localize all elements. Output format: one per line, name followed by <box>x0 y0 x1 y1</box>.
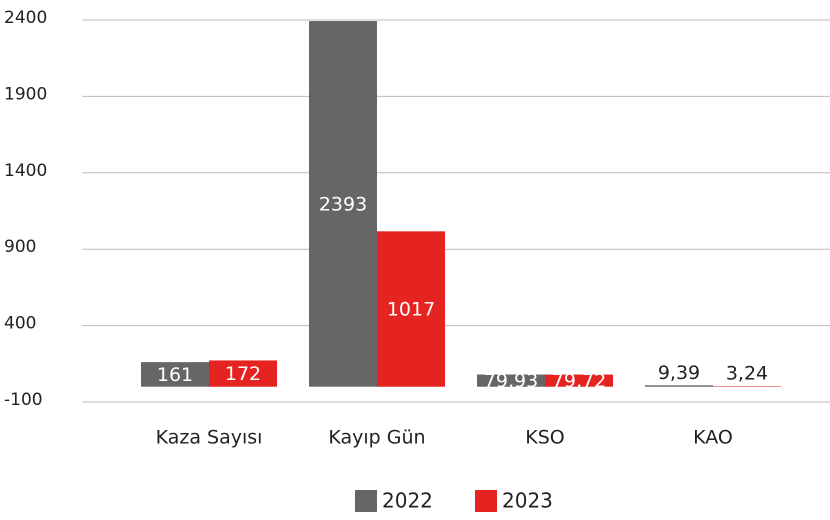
bar <box>377 231 445 387</box>
bar <box>309 21 377 387</box>
x-tick-label: KSO <box>525 427 564 449</box>
data-label: 3,24 <box>726 363 768 385</box>
y-tick-label: -100 <box>4 390 43 410</box>
y-tick-label: 1900 <box>4 84 47 104</box>
bar <box>545 374 613 387</box>
data-label: 172 <box>225 363 261 385</box>
legend-label: 2022 <box>382 489 433 513</box>
data-label: 79,72 <box>552 370 606 392</box>
x-tick-label: KAO <box>693 427 733 449</box>
legend-swatch <box>355 490 377 512</box>
y-tick-label: 2400 <box>4 8 47 28</box>
x-tick-label: Kayıp Gün <box>328 427 425 449</box>
x-tick-label: Kaza Sayısı <box>156 427 263 449</box>
data-label: 9,39 <box>658 362 700 384</box>
legend-swatch <box>475 490 497 512</box>
y-tick-label: 900 <box>4 237 36 257</box>
legend-label: 2023 <box>502 489 553 513</box>
bar <box>141 362 209 387</box>
data-label: 79,93 <box>484 370 538 392</box>
data-label: 161 <box>157 364 193 386</box>
y-tick-label: 1400 <box>4 161 47 181</box>
data-label: 1017 <box>387 299 435 321</box>
y-tick-label: 400 <box>4 314 36 334</box>
bar <box>209 360 277 387</box>
bar <box>477 374 545 387</box>
bar <box>645 385 713 387</box>
data-label: 2393 <box>319 193 367 215</box>
